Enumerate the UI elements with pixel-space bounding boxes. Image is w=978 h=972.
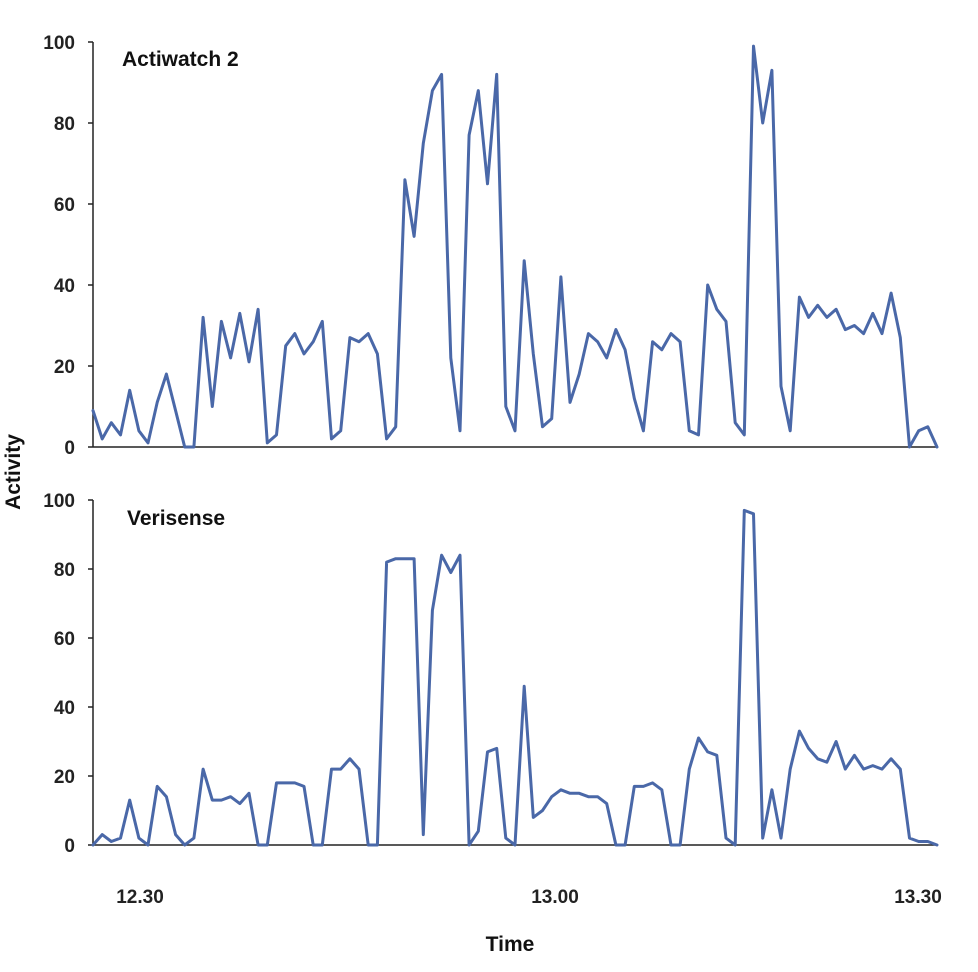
y-tick-label: 100	[43, 491, 75, 512]
panel-title: Verisense	[127, 507, 225, 530]
actiwatch-panel: 0 20 40 60 80 100 Actiwatch 2	[43, 33, 939, 459]
y-tick-label: 40	[54, 276, 75, 297]
y-axis-label: Activity	[2, 434, 25, 510]
activity-series-line	[91, 508, 939, 847]
y-tick-label: 0	[64, 438, 75, 459]
y-tick-label: 0	[64, 836, 75, 857]
panel-title: Actiwatch 2	[122, 48, 239, 71]
y-tick-label: 100	[43, 33, 75, 54]
x-tick-label: 13.00	[531, 887, 579, 908]
activity-series-line	[91, 44, 939, 449]
x-axis-label: Time	[486, 933, 535, 956]
y-tick-label: 80	[54, 114, 75, 135]
x-tick-label: 12.30	[116, 887, 164, 908]
y-tick-label: 20	[54, 767, 75, 788]
x-tick-label: 13.30	[894, 887, 942, 908]
y-tick-label: 20	[54, 357, 75, 378]
y-tick-label: 80	[54, 560, 75, 581]
y-tick-label: 40	[54, 698, 75, 719]
y-tick-label: 60	[54, 195, 75, 216]
verisense-panel: 0 20 40 60 80 100 Verisense 12.30 13.00 13.30	[43, 491, 941, 908]
y-tick-label: 60	[54, 629, 75, 650]
